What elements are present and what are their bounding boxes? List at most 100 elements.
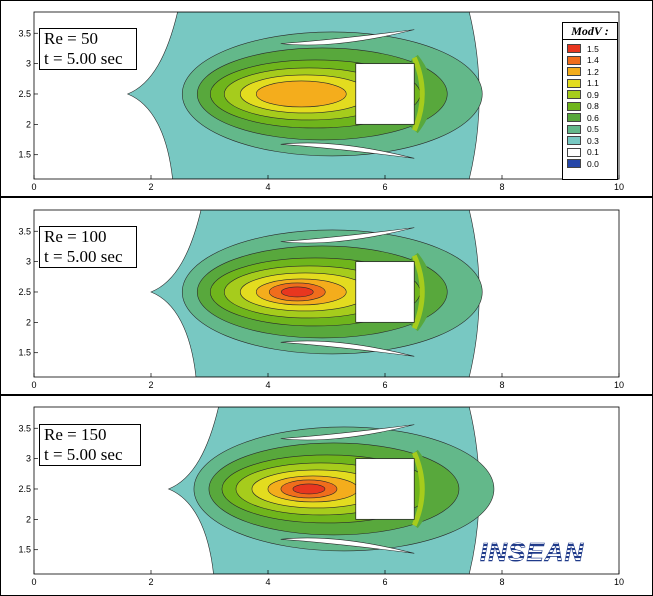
obstacle xyxy=(355,63,415,125)
legend-swatch xyxy=(567,90,581,100)
annotation-re: Re = 100 xyxy=(44,227,107,246)
contour-arc xyxy=(411,254,425,330)
y-tick-label: 2.5 xyxy=(18,484,31,494)
obstacle xyxy=(355,458,415,520)
axes-frame xyxy=(33,406,620,575)
legend-label: 1.5 xyxy=(587,43,599,54)
x-tick-label: 6 xyxy=(382,577,387,587)
insean-logo: INSEAN xyxy=(478,536,610,568)
y-tick-label: 2 xyxy=(26,514,31,524)
axes-frame xyxy=(33,209,620,378)
legend-item: 0.9 xyxy=(567,89,617,101)
legend-item: 0.5 xyxy=(567,124,617,136)
y-tick-label: 3.5 xyxy=(18,28,31,38)
legend-items: 1.5 1.4 1.2 1.1 0.9 0.8 0.6 0.5 0.3 0.1 0.0 xyxy=(563,40,617,170)
y-tick-label: 3.5 xyxy=(18,226,31,236)
annotation-box-re150: Re = 150 t = 5.00 sec xyxy=(39,424,141,466)
y-tick-label: 3.5 xyxy=(18,423,31,433)
legend-item: 1.5 xyxy=(567,43,617,55)
y-tick-label: 3 xyxy=(26,454,31,464)
legend-swatch xyxy=(567,136,581,146)
contour-panel: 0 2 4 6 8 10 1.5 2 2.5 3 3.5 xyxy=(18,406,624,587)
contour-level-1.5 xyxy=(292,483,326,495)
contour-panel: 0 2 4 6 8 10 1.5 2 2.5 3 3.5 xyxy=(18,11,624,192)
x-tick-label: 2 xyxy=(148,182,153,192)
x-tick-label: 10 xyxy=(614,380,624,390)
axes-frame xyxy=(33,11,620,180)
legend-item: 0.1 xyxy=(567,147,617,159)
legend-item: 0.0 xyxy=(567,158,617,170)
legend-label: 0.9 xyxy=(587,89,599,100)
y-tick-label: 2.5 xyxy=(18,287,31,297)
legend-item: 0.3 xyxy=(567,135,617,147)
x-tick-label: 8 xyxy=(499,577,504,587)
contour-level-0.1 xyxy=(280,537,415,554)
legend-label: 0.6 xyxy=(587,112,599,123)
legend-label: 1.1 xyxy=(587,78,599,89)
x-tick-label: 8 xyxy=(499,380,504,390)
annotation-re: Re = 50 xyxy=(44,29,98,48)
legend-label: 0.0 xyxy=(587,158,599,169)
legend-item: 1.4 xyxy=(567,55,617,67)
annotation-re: Re = 150 xyxy=(44,425,107,444)
contour-panel: 0 2 4 6 8 10 1.5 2 2.5 3 3.5 xyxy=(18,209,624,390)
contour-arc xyxy=(411,56,425,132)
legend-item: 1.1 xyxy=(567,78,617,90)
legend-swatch xyxy=(567,55,581,65)
legend-swatch xyxy=(567,159,581,169)
legend-swatch xyxy=(567,124,581,134)
contour-level-0.1 xyxy=(280,142,415,159)
contour-level-0.1 xyxy=(280,29,415,46)
annotation-box-re50: Re = 50 t = 5.00 sec xyxy=(39,28,137,70)
contour-level-1.5 xyxy=(280,286,314,298)
legend-item: 0.8 xyxy=(567,101,617,113)
contour-arc xyxy=(411,451,425,527)
legend-swatch xyxy=(567,44,581,54)
y-tick-label: 1.5 xyxy=(18,348,31,358)
contour-level-1.2 xyxy=(255,80,347,108)
x-tick-label: 10 xyxy=(614,182,624,192)
y-tick-label: 2.5 xyxy=(18,89,31,99)
legend-label: 1.2 xyxy=(587,66,599,77)
annotation-time: t = 5.00 sec xyxy=(44,445,123,464)
contour-level-0.1 xyxy=(280,424,415,441)
y-tick-label: 3 xyxy=(26,257,31,267)
contour-level-0.1 xyxy=(280,340,415,357)
x-tick-label: 8 xyxy=(499,182,504,192)
x-tick-label: 10 xyxy=(614,577,624,587)
annotation-time: t = 5.00 sec xyxy=(44,49,123,68)
x-tick-label: 4 xyxy=(265,182,270,192)
x-tick-label: 2 xyxy=(148,577,153,587)
annotation-time: t = 5.00 sec xyxy=(44,247,123,266)
y-tick-label: 1.5 xyxy=(18,150,31,160)
legend-label: 0.3 xyxy=(587,135,599,146)
legend-swatch xyxy=(567,113,581,123)
legend-label: 0.8 xyxy=(587,101,599,112)
legend-swatch xyxy=(567,147,581,157)
x-tick-label: 0 xyxy=(31,380,36,390)
legend-item: 1.2 xyxy=(567,66,617,78)
y-tick-label: 2 xyxy=(26,119,31,129)
legend-swatch xyxy=(567,101,581,111)
svg-text:INSEAN: INSEAN xyxy=(480,537,584,567)
x-tick-label: 0 xyxy=(31,577,36,587)
legend-title: ModV : xyxy=(563,23,617,40)
x-tick-label: 2 xyxy=(148,380,153,390)
x-tick-label: 6 xyxy=(382,182,387,192)
legend-swatch xyxy=(567,67,581,77)
contour-level-0.1 xyxy=(280,227,415,244)
legend-swatch xyxy=(567,78,581,88)
x-tick-label: 0 xyxy=(31,182,36,192)
x-tick-label: 4 xyxy=(265,577,270,587)
obstacle xyxy=(355,261,415,323)
legend-label: 1.4 xyxy=(587,55,599,66)
x-tick-label: 4 xyxy=(265,380,270,390)
y-tick-label: 1.5 xyxy=(18,545,31,555)
legend: ModV : 1.5 1.4 1.2 1.1 0.9 0.8 0.6 0.5 0.3 0.1 0.0 xyxy=(562,22,618,180)
legend-item: 0.6 xyxy=(567,112,617,124)
legend-label: 0.5 xyxy=(587,124,599,135)
y-tick-label: 2 xyxy=(26,317,31,327)
y-tick-label: 3 xyxy=(26,59,31,69)
legend-label: 0.1 xyxy=(587,147,599,158)
